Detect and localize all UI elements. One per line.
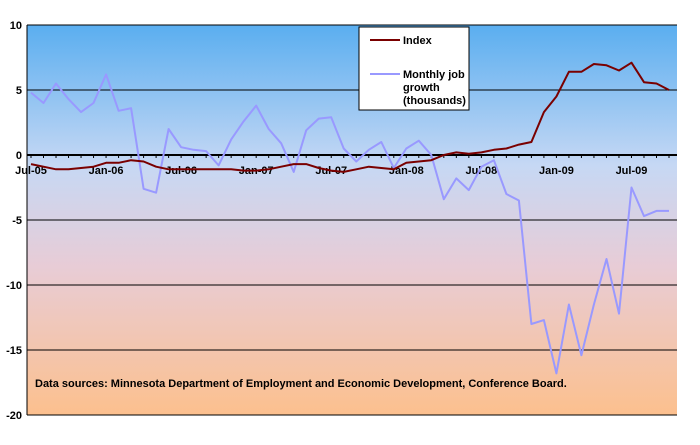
x-tick-label: Jan-09 (539, 165, 574, 177)
data-sources-note: Data sources: Minnesota Department of Em… (35, 378, 567, 390)
x-tick-label: Jul-08 (465, 165, 497, 177)
x-tick-label: Jul-05 (15, 165, 47, 177)
x-tick-label: Jul-09 (616, 165, 648, 177)
y-tick-label: 5 (16, 85, 22, 97)
y-tick-label: -5 (12, 215, 22, 227)
series-lines (30, 61, 670, 375)
x-tick-label: Jan-06 (89, 165, 124, 177)
legend-label-job-growth-line-3: (thousands) (403, 95, 466, 107)
y-tick-label: -10 (6, 280, 22, 292)
legend-label-index: Index (403, 35, 433, 47)
legend-label-job-growth-line-2: growth (403, 82, 440, 94)
gridlines (27, 24, 677, 416)
series-line-job-growth (30, 73, 669, 375)
y-tick-label: -15 (6, 345, 22, 357)
series-line-index (30, 61, 670, 173)
legend-label-job-growth-line-1: Monthly job (403, 69, 465, 81)
y-tick-label: 0 (16, 150, 22, 162)
x-tick-label: Jul-06 (165, 165, 197, 177)
y-tick-label: -20 (6, 410, 22, 422)
legend: Index Monthly job growth (thousands) (358, 26, 470, 111)
y-tick-label: 10 (10, 20, 22, 32)
